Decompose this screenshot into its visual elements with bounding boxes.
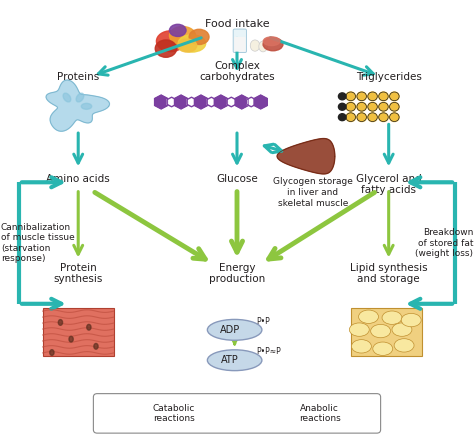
Text: Glycogen storage
in liver and
skeletal muscle: Glycogen storage in liver and skeletal m… xyxy=(273,177,353,208)
Ellipse shape xyxy=(50,350,54,355)
Ellipse shape xyxy=(259,41,267,52)
Circle shape xyxy=(338,93,346,100)
Circle shape xyxy=(390,102,399,111)
Ellipse shape xyxy=(207,319,262,340)
Polygon shape xyxy=(155,95,168,109)
Circle shape xyxy=(346,92,356,101)
Ellipse shape xyxy=(351,340,371,353)
Circle shape xyxy=(357,92,366,101)
FancyBboxPatch shape xyxy=(233,29,246,53)
Circle shape xyxy=(357,113,366,122)
Text: P•P: P•P xyxy=(256,316,270,326)
Ellipse shape xyxy=(82,103,91,109)
Ellipse shape xyxy=(178,39,197,52)
FancyBboxPatch shape xyxy=(43,308,114,356)
Text: Lipid synthesis
and storage: Lipid synthesis and storage xyxy=(350,263,428,284)
Circle shape xyxy=(379,92,388,101)
Text: Glucose: Glucose xyxy=(216,174,258,184)
Polygon shape xyxy=(214,95,228,109)
Text: ADP: ADP xyxy=(220,325,240,335)
Circle shape xyxy=(368,92,377,101)
Circle shape xyxy=(368,102,377,111)
Text: Energy
production: Energy production xyxy=(209,263,265,284)
Ellipse shape xyxy=(155,40,176,57)
Ellipse shape xyxy=(69,336,73,342)
Ellipse shape xyxy=(349,323,369,336)
Ellipse shape xyxy=(371,324,391,338)
FancyBboxPatch shape xyxy=(234,37,246,52)
Ellipse shape xyxy=(87,324,91,330)
Text: Glycerol and
fatty acids: Glycerol and fatty acids xyxy=(356,174,421,195)
Ellipse shape xyxy=(178,35,206,52)
Polygon shape xyxy=(246,97,256,107)
Polygon shape xyxy=(207,97,216,107)
Circle shape xyxy=(390,113,399,122)
Circle shape xyxy=(346,102,356,111)
Ellipse shape xyxy=(156,31,185,52)
Ellipse shape xyxy=(170,24,186,36)
Ellipse shape xyxy=(250,40,260,51)
Text: Catabolic
reactions: Catabolic reactions xyxy=(153,404,195,423)
Ellipse shape xyxy=(373,342,392,355)
Circle shape xyxy=(346,113,356,122)
Ellipse shape xyxy=(358,310,378,323)
Ellipse shape xyxy=(394,339,414,352)
Text: Proteins: Proteins xyxy=(57,72,100,82)
Text: Breakdown
of stored fat
(weight loss): Breakdown of stored fat (weight loss) xyxy=(415,228,473,258)
Polygon shape xyxy=(235,95,248,109)
Polygon shape xyxy=(194,95,208,109)
Ellipse shape xyxy=(94,343,98,349)
Ellipse shape xyxy=(170,26,195,45)
FancyBboxPatch shape xyxy=(351,308,422,356)
Polygon shape xyxy=(174,95,188,109)
Text: Amino acids: Amino acids xyxy=(46,174,110,184)
Polygon shape xyxy=(46,80,109,131)
Polygon shape xyxy=(187,97,196,107)
Ellipse shape xyxy=(401,313,421,327)
Text: Triglycerides: Triglycerides xyxy=(356,72,421,82)
Text: Food intake: Food intake xyxy=(205,19,269,29)
Text: Complex
carbohydrates: Complex carbohydrates xyxy=(199,61,275,82)
Ellipse shape xyxy=(392,323,412,336)
Circle shape xyxy=(357,102,366,111)
Polygon shape xyxy=(167,97,176,107)
Polygon shape xyxy=(254,95,267,109)
Circle shape xyxy=(338,114,346,121)
Text: P•P≈P: P•P≈P xyxy=(256,347,281,356)
Ellipse shape xyxy=(63,93,71,102)
Circle shape xyxy=(338,103,346,110)
Text: ATP: ATP xyxy=(221,355,239,365)
Circle shape xyxy=(368,113,377,122)
Polygon shape xyxy=(277,138,335,174)
Ellipse shape xyxy=(207,350,262,371)
Ellipse shape xyxy=(382,311,402,324)
Polygon shape xyxy=(227,97,236,107)
Ellipse shape xyxy=(189,29,209,45)
FancyBboxPatch shape xyxy=(93,394,381,433)
Ellipse shape xyxy=(263,38,283,51)
Ellipse shape xyxy=(263,37,280,46)
Circle shape xyxy=(379,102,388,111)
Text: Cannibalization
of muscle tissue
(starvation
response): Cannibalization of muscle tissue (starva… xyxy=(1,223,75,263)
Circle shape xyxy=(379,113,388,122)
Text: Protein
synthesis: Protein synthesis xyxy=(54,263,103,284)
Ellipse shape xyxy=(76,93,84,102)
Circle shape xyxy=(390,92,399,101)
Text: Anabolic
reactions: Anabolic reactions xyxy=(300,404,341,423)
Ellipse shape xyxy=(58,319,63,326)
